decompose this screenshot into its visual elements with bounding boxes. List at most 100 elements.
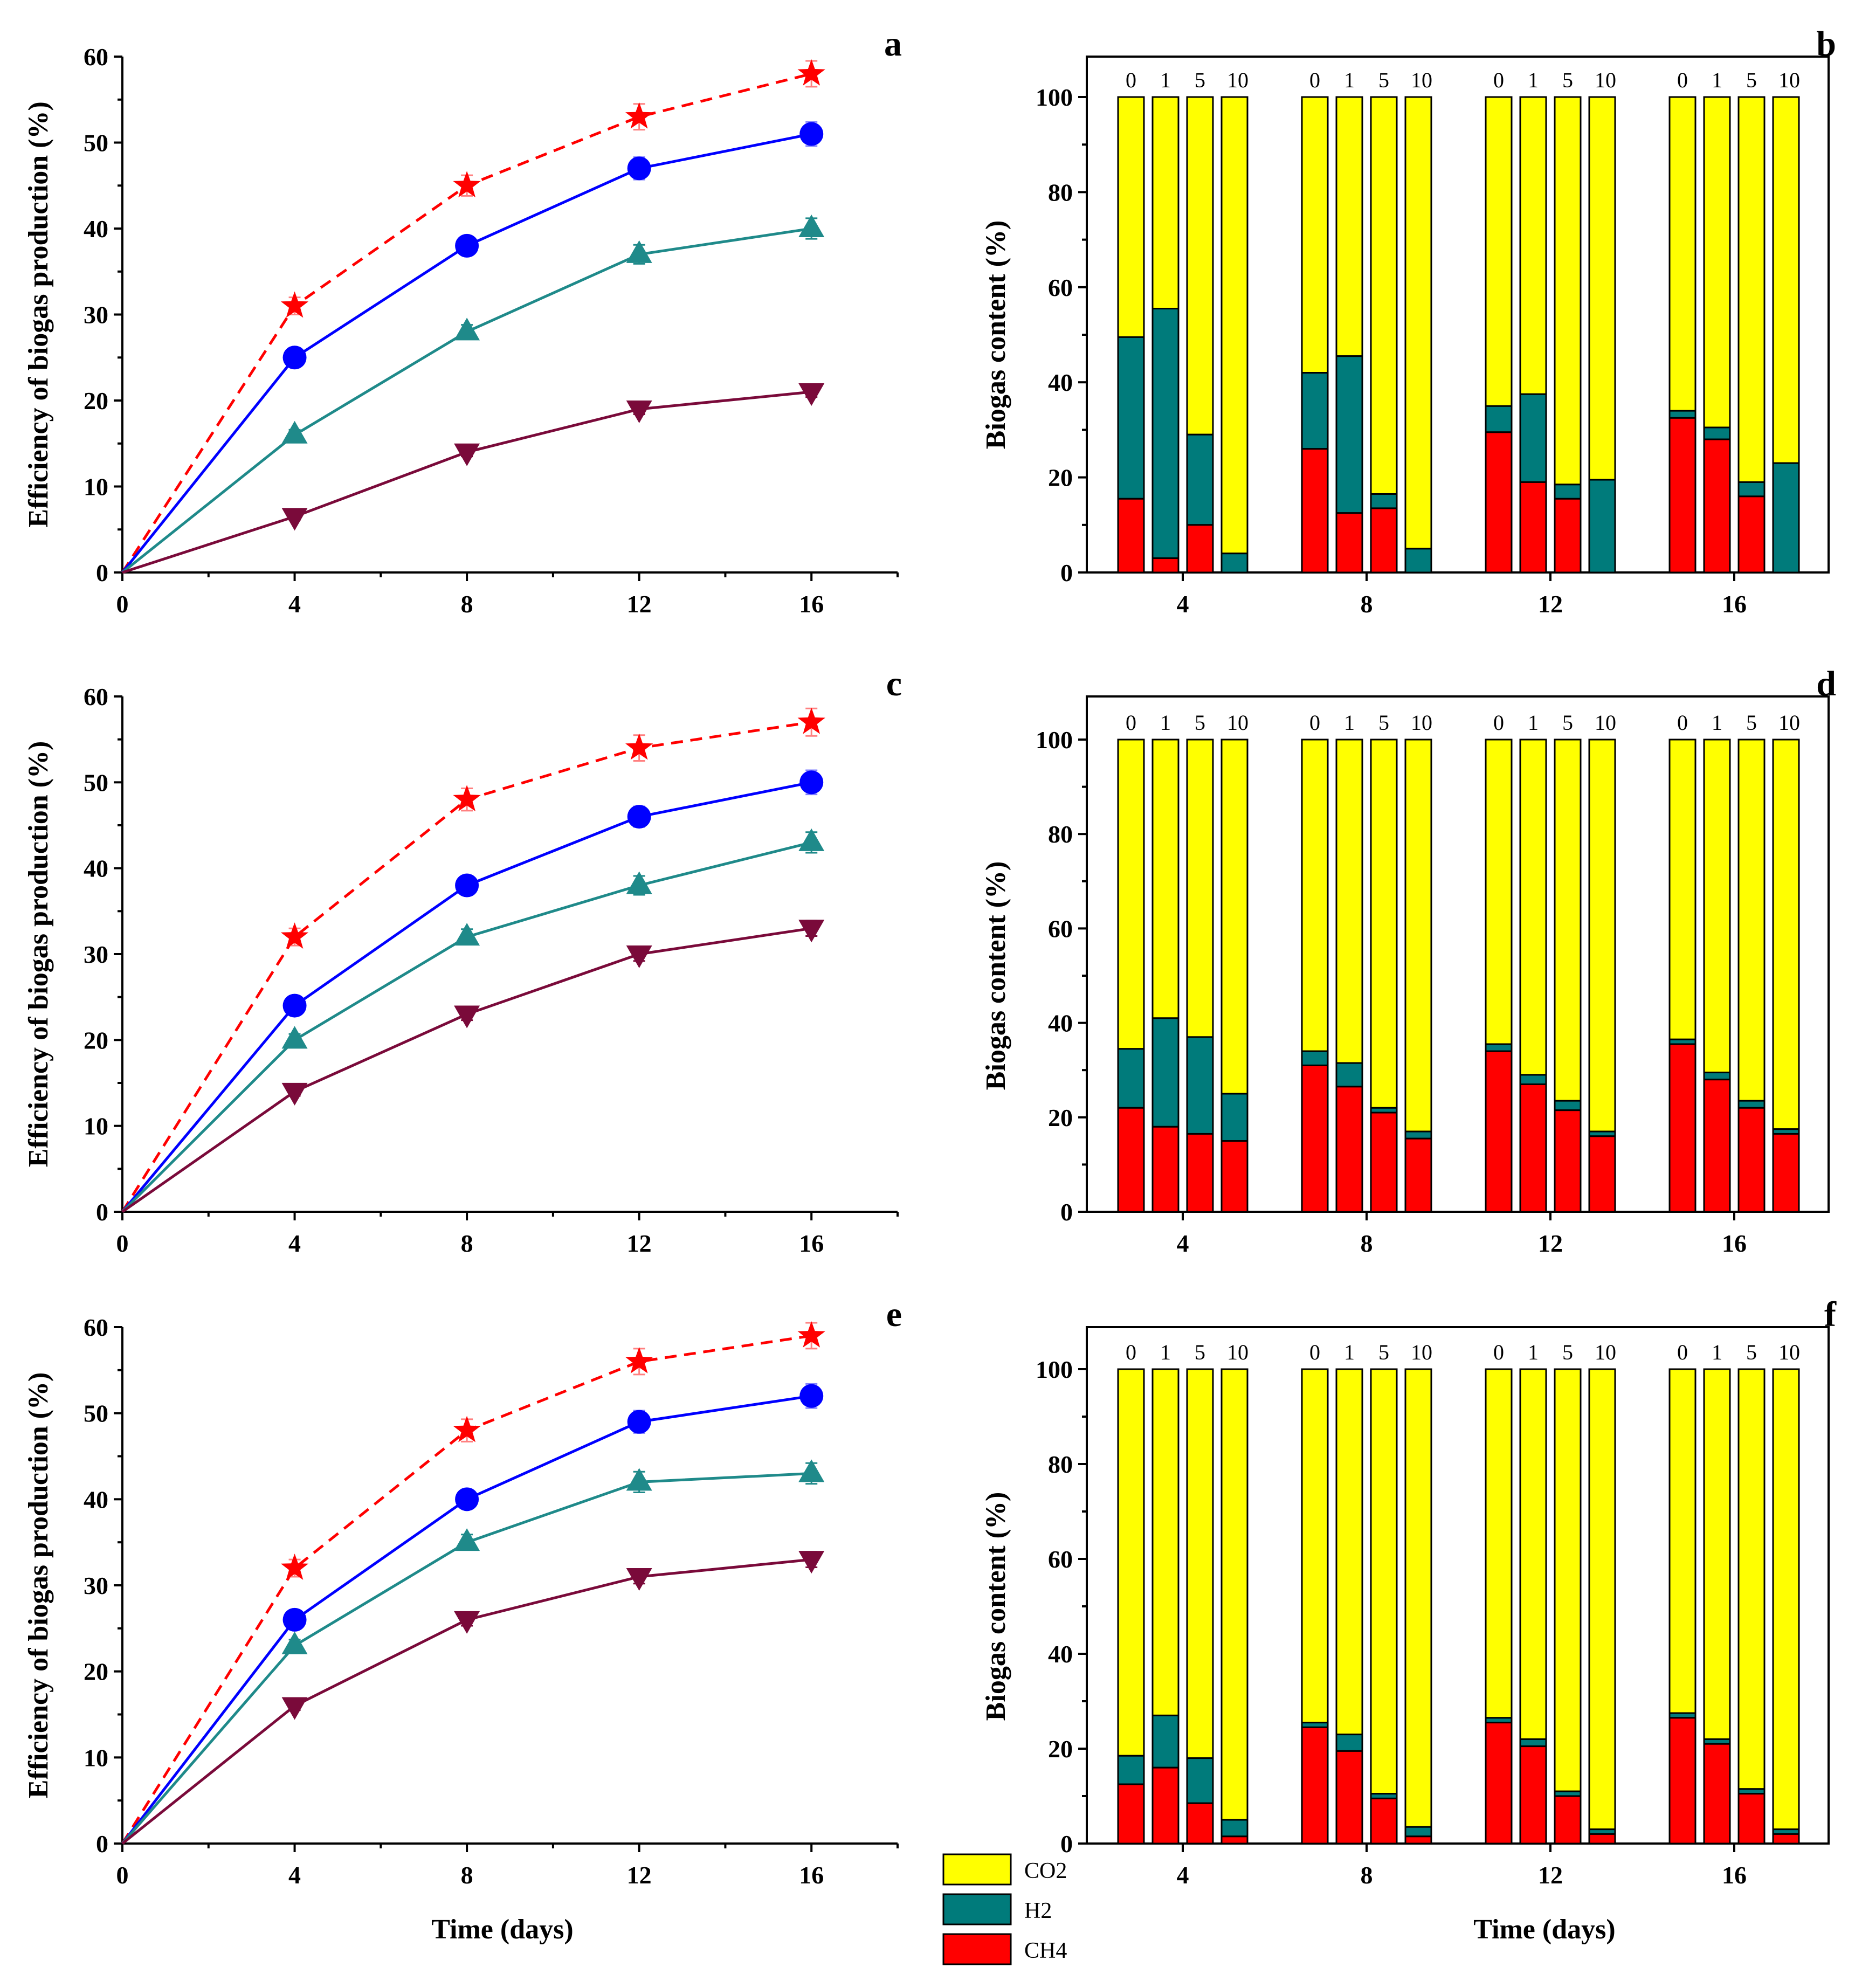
y-tick-label: 60 (1048, 915, 1073, 942)
bar-h2 (1301, 372, 1329, 450)
y-tick-label: 60 (1048, 1545, 1073, 1573)
bar-co2 (1335, 738, 1363, 1064)
bar-ch4 (1151, 1126, 1180, 1213)
bar-group-label: 0 (1493, 68, 1504, 92)
data-point (454, 317, 480, 341)
bar-ch4 (1220, 1835, 1249, 1845)
bar-group-label: 1 (1712, 710, 1722, 735)
series-star (121, 59, 825, 574)
bar-co2 (1485, 96, 1513, 407)
bar-co2 (1588, 96, 1616, 481)
x-tick-label: 16 (799, 590, 824, 618)
bar-h2 (1668, 410, 1697, 419)
y-tick-label: 30 (84, 941, 108, 968)
bar-h2 (1335, 1734, 1363, 1752)
data-point (454, 443, 480, 466)
series-line (121, 133, 812, 574)
bar-group-label: 10 (1411, 1340, 1432, 1364)
bar-ch4 (1588, 1135, 1616, 1213)
data-point (453, 785, 481, 811)
data-point (626, 240, 652, 263)
panel-c-line-chart: 0 10 20 30 40 50 60 0 4 8 12 16 Efficiency of biogas… (23, 664, 902, 1257)
y-tick-label: 40 (1048, 369, 1073, 396)
data-point (281, 1631, 308, 1654)
bar-co2 (1519, 1368, 1547, 1740)
data-point (627, 1410, 651, 1434)
bar-group-label: 1 (1344, 68, 1355, 92)
bar-ch4 (1554, 1795, 1582, 1845)
x-tick-label: 8 (1361, 590, 1373, 618)
bar-ch4 (1668, 1043, 1697, 1213)
bar-ch4 (1335, 1750, 1363, 1845)
y-tick-label: 0 (1060, 1830, 1073, 1858)
data-point (281, 508, 308, 531)
bar-group-label: 10 (1227, 68, 1249, 92)
bar-ch4 (1668, 417, 1697, 574)
bar-group-day-16: 0 1 5 10 16 (1668, 1340, 1800, 1889)
legend-item-ch4: CH4 (942, 1933, 1067, 1965)
bar-h2 (1186, 433, 1214, 526)
series-circle (121, 121, 824, 574)
bar-ch4 (1370, 1112, 1398, 1213)
y-tick-label: 80 (1048, 820, 1073, 848)
data-point (798, 1551, 825, 1574)
data-point (281, 1026, 308, 1049)
x-tick-label: 4 (1177, 590, 1189, 618)
y-tick-label: 60 (1048, 274, 1073, 301)
panel-a-line-chart: 0 10 20 30 40 50 60 0 4 8 12 16 Efficiency of biogas… (23, 24, 902, 618)
bar-h2 (1485, 1043, 1513, 1052)
bar-ch4 (1220, 1140, 1249, 1213)
bar-group-label: 0 (1309, 710, 1320, 735)
y-tick-label: 50 (84, 769, 108, 796)
series-circle (121, 769, 824, 1213)
data-point (455, 873, 479, 898)
x-tick-label: 0 (116, 1230, 129, 1257)
bar-co2 (1117, 738, 1145, 1050)
data-point (798, 215, 825, 237)
bar-h2 (1519, 1738, 1547, 1748)
bar-group-label: 10 (1778, 1340, 1800, 1364)
data-point (797, 707, 825, 734)
y-tick-label: 0 (96, 559, 108, 586)
bar-co2 (1220, 96, 1249, 555)
y-axis-label: Efficiency of biogas production (%) (23, 741, 54, 1168)
data-point (627, 156, 651, 181)
bar-h2 (1370, 493, 1398, 509)
bar-group-label: 5 (1746, 710, 1757, 735)
x-tick-label: 16 (1722, 590, 1747, 618)
bar-co2 (1485, 1368, 1513, 1719)
bar-ch4 (1737, 1107, 1766, 1213)
bar-h2 (1335, 1062, 1363, 1088)
bar-co2 (1151, 738, 1180, 1019)
bar-h2 (1220, 1819, 1249, 1838)
bar-group-day-4: 0 1 5 10 4 (1117, 710, 1249, 1257)
y-tick-label: 0 (1060, 1198, 1073, 1226)
bar-h2 (1151, 307, 1180, 560)
bar-co2 (1588, 1368, 1616, 1831)
data-point (455, 1487, 479, 1511)
bar-h2 (1301, 1050, 1329, 1066)
data-point (626, 400, 652, 423)
bar-co2 (1737, 738, 1766, 1102)
data-point (453, 171, 481, 198)
bar-co2 (1772, 738, 1800, 1130)
x-tick-label: 0 (116, 590, 129, 618)
legend-swatch-ch4 (942, 1933, 1012, 1965)
bar-ch4 (1117, 498, 1145, 574)
bar-co2 (1301, 738, 1329, 1052)
bar-group-label: 5 (1746, 68, 1757, 92)
y-tick-label: 100 (1036, 1356, 1073, 1383)
bar-ch4 (1485, 1050, 1513, 1213)
data-point (455, 233, 479, 258)
bar-co2 (1220, 1368, 1249, 1821)
bar-ch4 (1703, 1743, 1731, 1845)
bar-h2 (1220, 553, 1249, 574)
legend-item-h2: H2 (942, 1893, 1052, 1925)
bar-co2 (1301, 96, 1329, 374)
x-tick-label: 8 (1361, 1230, 1373, 1257)
bar-ch4 (1117, 1783, 1145, 1845)
bar-ch4 (1301, 448, 1329, 574)
series-line (121, 927, 812, 1213)
